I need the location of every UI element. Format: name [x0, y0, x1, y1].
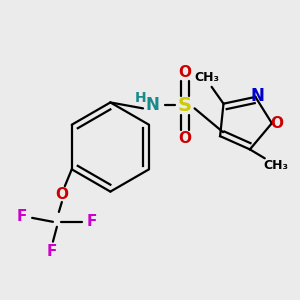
Text: N: N: [145, 96, 159, 114]
Text: O: O: [56, 187, 68, 202]
Text: CH₃: CH₃: [194, 71, 219, 84]
Text: S: S: [178, 96, 192, 115]
Text: F: F: [17, 209, 27, 224]
Text: F: F: [47, 244, 57, 259]
Text: H: H: [134, 92, 146, 106]
Text: O: O: [178, 130, 191, 146]
Text: N: N: [250, 87, 264, 105]
Text: O: O: [178, 65, 191, 80]
Text: F: F: [86, 214, 97, 229]
Text: CH₃: CH₃: [263, 159, 288, 172]
Text: O: O: [270, 116, 283, 131]
